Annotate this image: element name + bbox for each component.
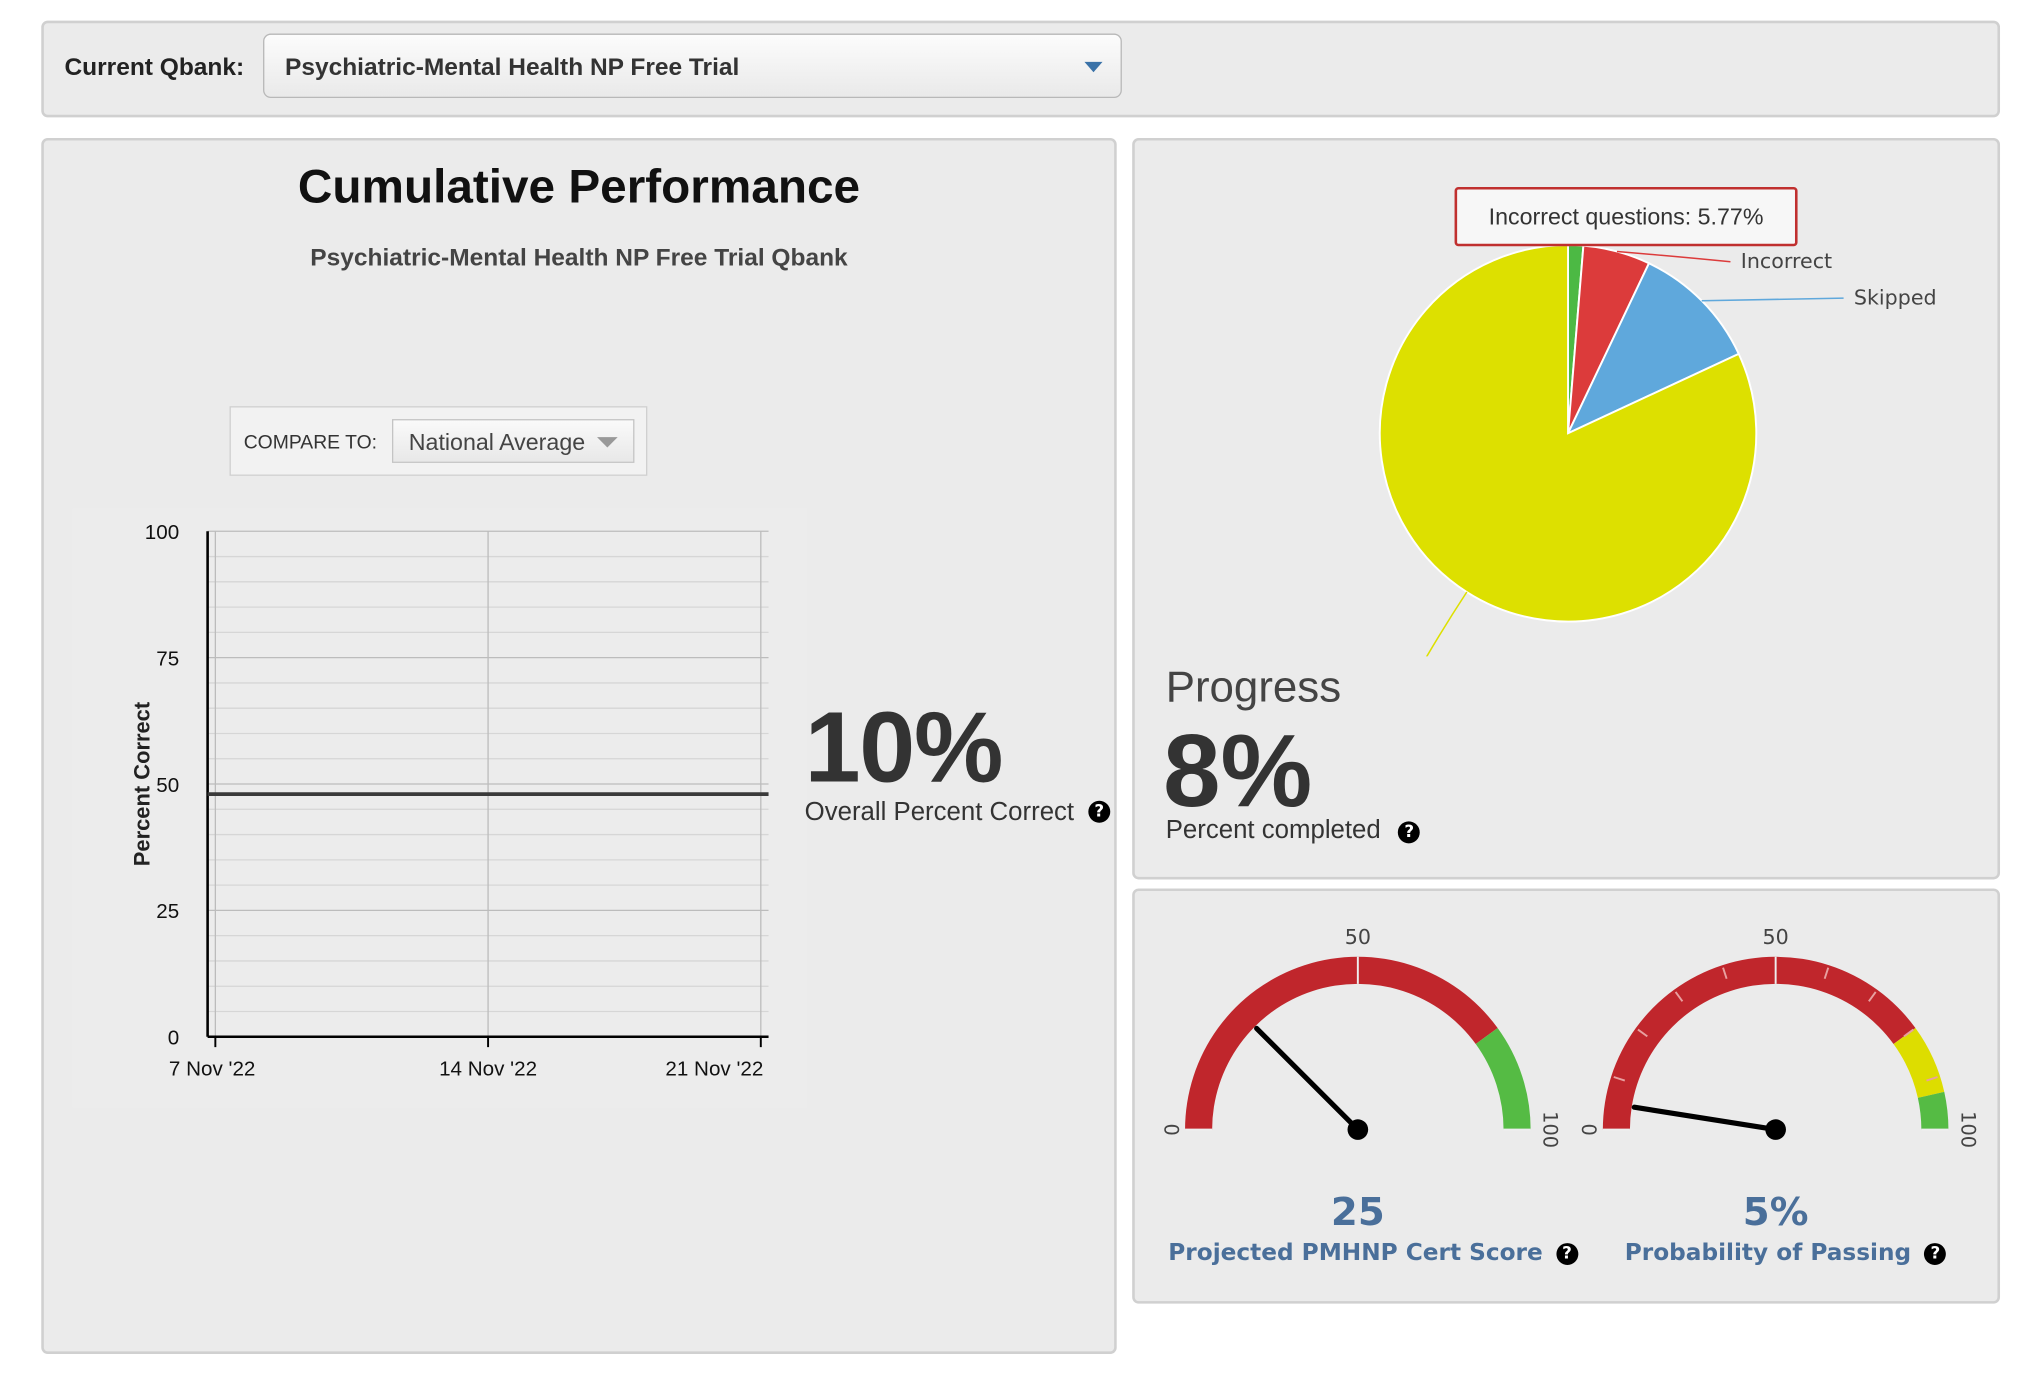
pie-tooltip: Incorrect questions: 5.77% [1454, 186, 1798, 247]
y-axis-title: Percent Correct [130, 701, 155, 866]
qbank-select[interactable]: Psychiatric-Mental Health NP Free Trial [263, 33, 1122, 99]
compare-to-selected-value: National Average [408, 429, 586, 456]
gauge-pivot [1765, 1119, 1786, 1140]
pie-label-skipped: Skipped [1854, 286, 1937, 310]
gauge-label-max: 100 [1956, 1111, 1979, 1148]
gauge-projected-score: 50 0 100 [1159, 925, 1562, 1148]
x-tick-label: 21 Nov '22 [665, 1057, 763, 1080]
probability-passing-value: 5% [1742, 1190, 1809, 1236]
gauge-tick [1722, 967, 1728, 980]
gauge-label-mid: 50 [1763, 925, 1789, 949]
y-tick-label: 75 [156, 647, 179, 670]
y-tick-label: 0 [168, 1026, 179, 1049]
pie-slice-unused [1378, 244, 1758, 623]
compare-to-label: COMPARE TO: [243, 431, 377, 454]
gauge-band [1185, 956, 1498, 1130]
plot-background [72, 508, 808, 1108]
gauge-needle [1631, 1104, 1779, 1133]
overall-percent-value: 10% [804, 689, 1004, 804]
performance-title: Cumulative Performance [297, 159, 861, 213]
x-tick-label: 7 Nov '22 [169, 1057, 256, 1080]
progress-panel: IncorrectSkippedUnused Incorrect questio… [1132, 137, 2001, 880]
performance-subtitle: Psychiatric-Mental Health NP Free Trial … [310, 245, 848, 273]
progress-value: 8% [1163, 713, 1313, 828]
gauge-tick [1637, 1028, 1648, 1038]
progress-label-row: Percent completed ? [1165, 816, 1421, 846]
qbank-label: Current Qbank: [64, 54, 245, 82]
gauge-tick [1868, 991, 1877, 1002]
gauge-tick [1823, 967, 1830, 980]
probability-passing-label: Probability of Passing [1624, 1239, 1912, 1267]
y-tick-label: 50 [156, 774, 179, 797]
pie-slice-skipped [1566, 261, 1741, 436]
help-icon[interactable]: ? [1398, 821, 1421, 844]
help-icon[interactable]: ? [1924, 1243, 1947, 1265]
pie-connector [1616, 250, 1731, 263]
overall-percent-label-row: Overall Percent Correct [805, 798, 1074, 828]
pie-connector [1701, 297, 1844, 302]
chevron-down-icon [1084, 61, 1103, 73]
gauge-label-min: 0 [1577, 1123, 1600, 1135]
help-icon[interactable]: ? [1556, 1243, 1578, 1265]
performance-line-chart: 7 Nov '22 14 Nov '22 21 Nov '22 0 25 50 75 100 P… [72, 508, 808, 1108]
gauge-tick [1674, 991, 1684, 1002]
probability-passing-label-row: Probability of Passing ? [1625, 1239, 1947, 1266]
projected-score-label-row: Projected PMHNP Cert Score ? [1168, 1239, 1578, 1266]
pie-connector [1425, 591, 1468, 657]
gauge-label-mid: 50 [1345, 925, 1371, 949]
cumulative-performance-panel: Cumulative Performance Psychiatric-Menta… [41, 137, 1117, 1354]
qbank-selected-value: Psychiatric-Mental Health NP Free Trial [284, 54, 740, 82]
gauge-band [1917, 1091, 1949, 1130]
x-tick-label: 14 Nov '22 [439, 1057, 537, 1080]
projected-score-value: 25 [1330, 1190, 1385, 1236]
progress-label: Percent completed [1165, 816, 1381, 845]
gauges-panel: 50 0 100 50 0 100 25 Projected PMHNP Cert Sc… [1132, 888, 2001, 1304]
pie-label-incorrect: Incorrect [1741, 249, 1832, 273]
progress-title: Progress [1165, 662, 1342, 712]
gauge-tick [1903, 1028, 1914, 1038]
y-tick-label: 25 [156, 900, 179, 923]
gauge-tick [1926, 1076, 1938, 1082]
gauge-tick [1613, 1076, 1626, 1082]
overall-percent-label: Overall Percent Correct [804, 798, 1075, 827]
compare-to-control: COMPARE TO: National Average [229, 406, 648, 476]
y-tick-label: 100 [145, 521, 179, 544]
progress-pie-chart: IncorrectSkippedUnused [1378, 244, 1937, 657]
gauge-label-min: 0 [1159, 1123, 1182, 1135]
help-icon[interactable]: ? [1088, 800, 1111, 823]
gauge-probability-passing: 50 0 100 [1577, 925, 1979, 1148]
projected-score-label: Projected PMHNP Cert Score [1168, 1239, 1543, 1267]
gauge-label-max: 100 [1539, 1111, 1562, 1148]
gauge-needle [1254, 1025, 1361, 1133]
gauge-band [1602, 956, 1916, 1130]
qbank-bar: Current Qbank: Psychiatric-Mental Health… [41, 20, 2001, 118]
gauge-band [1893, 1028, 1945, 1098]
gauge-band [1475, 1028, 1531, 1130]
gauge-pivot [1347, 1119, 1369, 1140]
chevron-down-icon [597, 437, 618, 448]
compare-to-select[interactable]: National Average [392, 419, 635, 463]
